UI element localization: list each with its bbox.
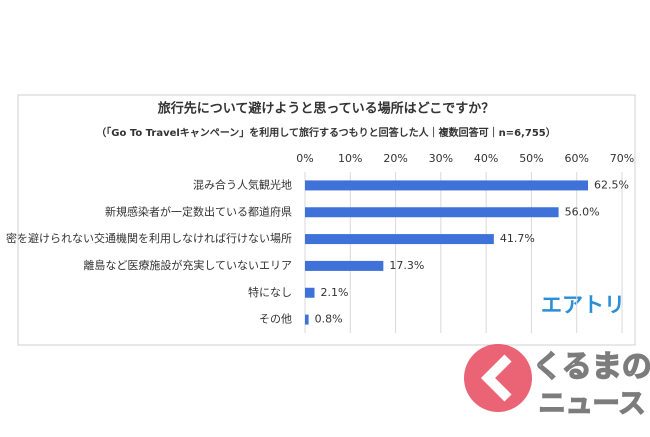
y-tick-label: 離島など医療施設が充実していないエリア	[83, 258, 292, 272]
brand-logo: エアトリ	[541, 293, 625, 317]
x-tick-label: 70%	[610, 152, 634, 165]
bar	[305, 207, 559, 218]
x-tick-label: 40%	[474, 152, 498, 165]
chart-title: 旅行先について避けようと思っている場所はどこですか？	[158, 101, 495, 117]
watermark-text: ニュース	[539, 389, 646, 420]
value-label: 56.0%	[565, 205, 600, 218]
y-tick-label: 新規感染者が一定数出ている都道府県	[105, 204, 292, 218]
value-label: 62.5%	[594, 178, 629, 191]
chart-subtitle: （「Go To Travelキャンペーン」を利用して旅行するつもりと回答した人｜…	[96, 126, 555, 139]
y-tick-label: 混み合う人気観光地	[193, 177, 292, 191]
bar	[305, 234, 494, 245]
watermark: くるまの ニュース	[464, 344, 650, 420]
watermark-arrow	[480, 354, 512, 402]
x-tick-label: 30%	[429, 152, 453, 165]
y-tick-label: 特になし	[248, 285, 292, 299]
bar	[305, 287, 315, 298]
chart-frame	[17, 94, 636, 346]
value-label: 41.7%	[500, 232, 535, 245]
value-label: 17.3%	[389, 259, 424, 272]
value-label: 0.8%	[315, 313, 343, 326]
watermark-circle	[464, 344, 532, 412]
x-tick-label: 60%	[564, 152, 588, 165]
watermark-text: くるまの	[532, 350, 650, 385]
bar	[305, 314, 309, 325]
bar	[305, 180, 589, 191]
value-label: 2.1%	[321, 286, 349, 299]
x-tick-label: 10%	[338, 152, 362, 165]
bar	[305, 260, 384, 271]
x-tick-label: 0%	[296, 152, 313, 165]
x-tick-label: 50%	[519, 152, 543, 165]
y-tick-label: 密を避けられない交通機関を利用しなければ行けない場所	[6, 231, 292, 245]
y-tick-label: その他	[259, 313, 292, 326]
x-tick-label: 20%	[383, 152, 407, 165]
